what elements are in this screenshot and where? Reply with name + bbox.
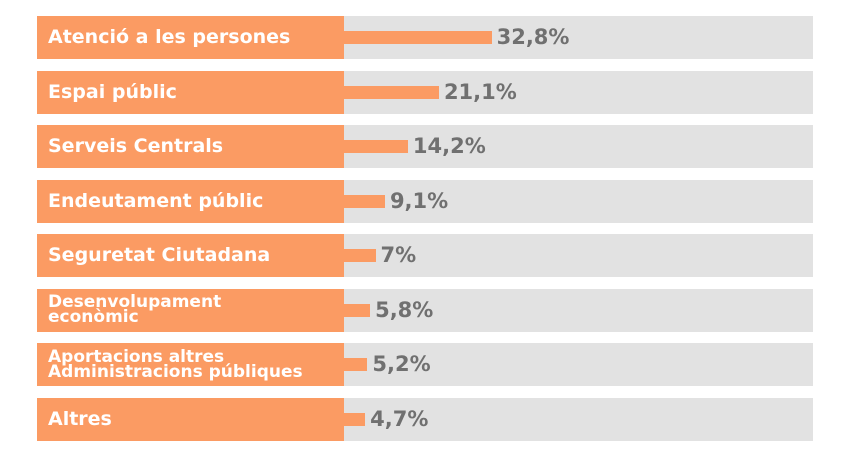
bar	[344, 85, 439, 99]
bar-row: Altres 4,7%	[37, 397, 813, 441]
category-label: Seguretat Ciutadana	[48, 244, 271, 266]
bar-row: Seguretat Ciutadana 7%	[37, 234, 813, 277]
category-label-box: Espai públic	[37, 70, 344, 114]
bar	[344, 140, 408, 153]
category-label: Altres	[48, 407, 112, 430]
bar	[344, 31, 492, 44]
bar	[344, 249, 376, 262]
category-label-box: Seguretat Ciutadana	[37, 234, 344, 277]
category-label-box: Endeutament públic	[37, 179, 344, 223]
category-label-box: Altres	[37, 397, 344, 441]
bar-row: Serveis Centrals 14,2%	[37, 125, 813, 168]
category-label-box: Serveis Centrals	[37, 125, 344, 168]
value-label: 4,7%	[370, 406, 429, 431]
bar-row: Aportacions altres Administracions públi…	[37, 343, 813, 386]
value-label: 32,8%	[496, 25, 570, 49]
bar	[344, 194, 385, 208]
bar-row: Desenvolupament econòmic 5,8%	[37, 288, 813, 332]
category-label-box: Atenció a les persones	[37, 16, 344, 59]
bar-row: Endeutament públic 9,1%	[37, 179, 813, 223]
value-label: 9,1%	[389, 188, 449, 213]
value-label: 5,2%	[372, 352, 431, 376]
category-label: Endeutament públic	[48, 189, 264, 212]
category-label: Serveis Centrals	[48, 135, 224, 157]
category-label: Atenció a les persones	[48, 26, 291, 48]
value-label: 21,1%	[443, 79, 517, 104]
category-label-box: Desenvolupament econòmic	[37, 288, 344, 332]
bar-row: Atenció a les persones 32,8%	[37, 16, 813, 59]
bar	[344, 303, 371, 317]
bar-row: Espai públic 21,1%	[37, 70, 813, 114]
value-label: 7%	[380, 243, 417, 267]
bar	[344, 412, 366, 426]
category-label: Espai públic	[48, 80, 177, 103]
bar	[344, 358, 368, 371]
category-label-box: Aportacions altres Administracions públi…	[37, 343, 344, 386]
category-label: Aportacions altres Administracions públi…	[48, 346, 303, 382]
value-label: 14,2%	[412, 134, 486, 158]
value-label: 5,8%	[375, 297, 434, 322]
category-label: Desenvolupament econòmic	[48, 292, 222, 327]
